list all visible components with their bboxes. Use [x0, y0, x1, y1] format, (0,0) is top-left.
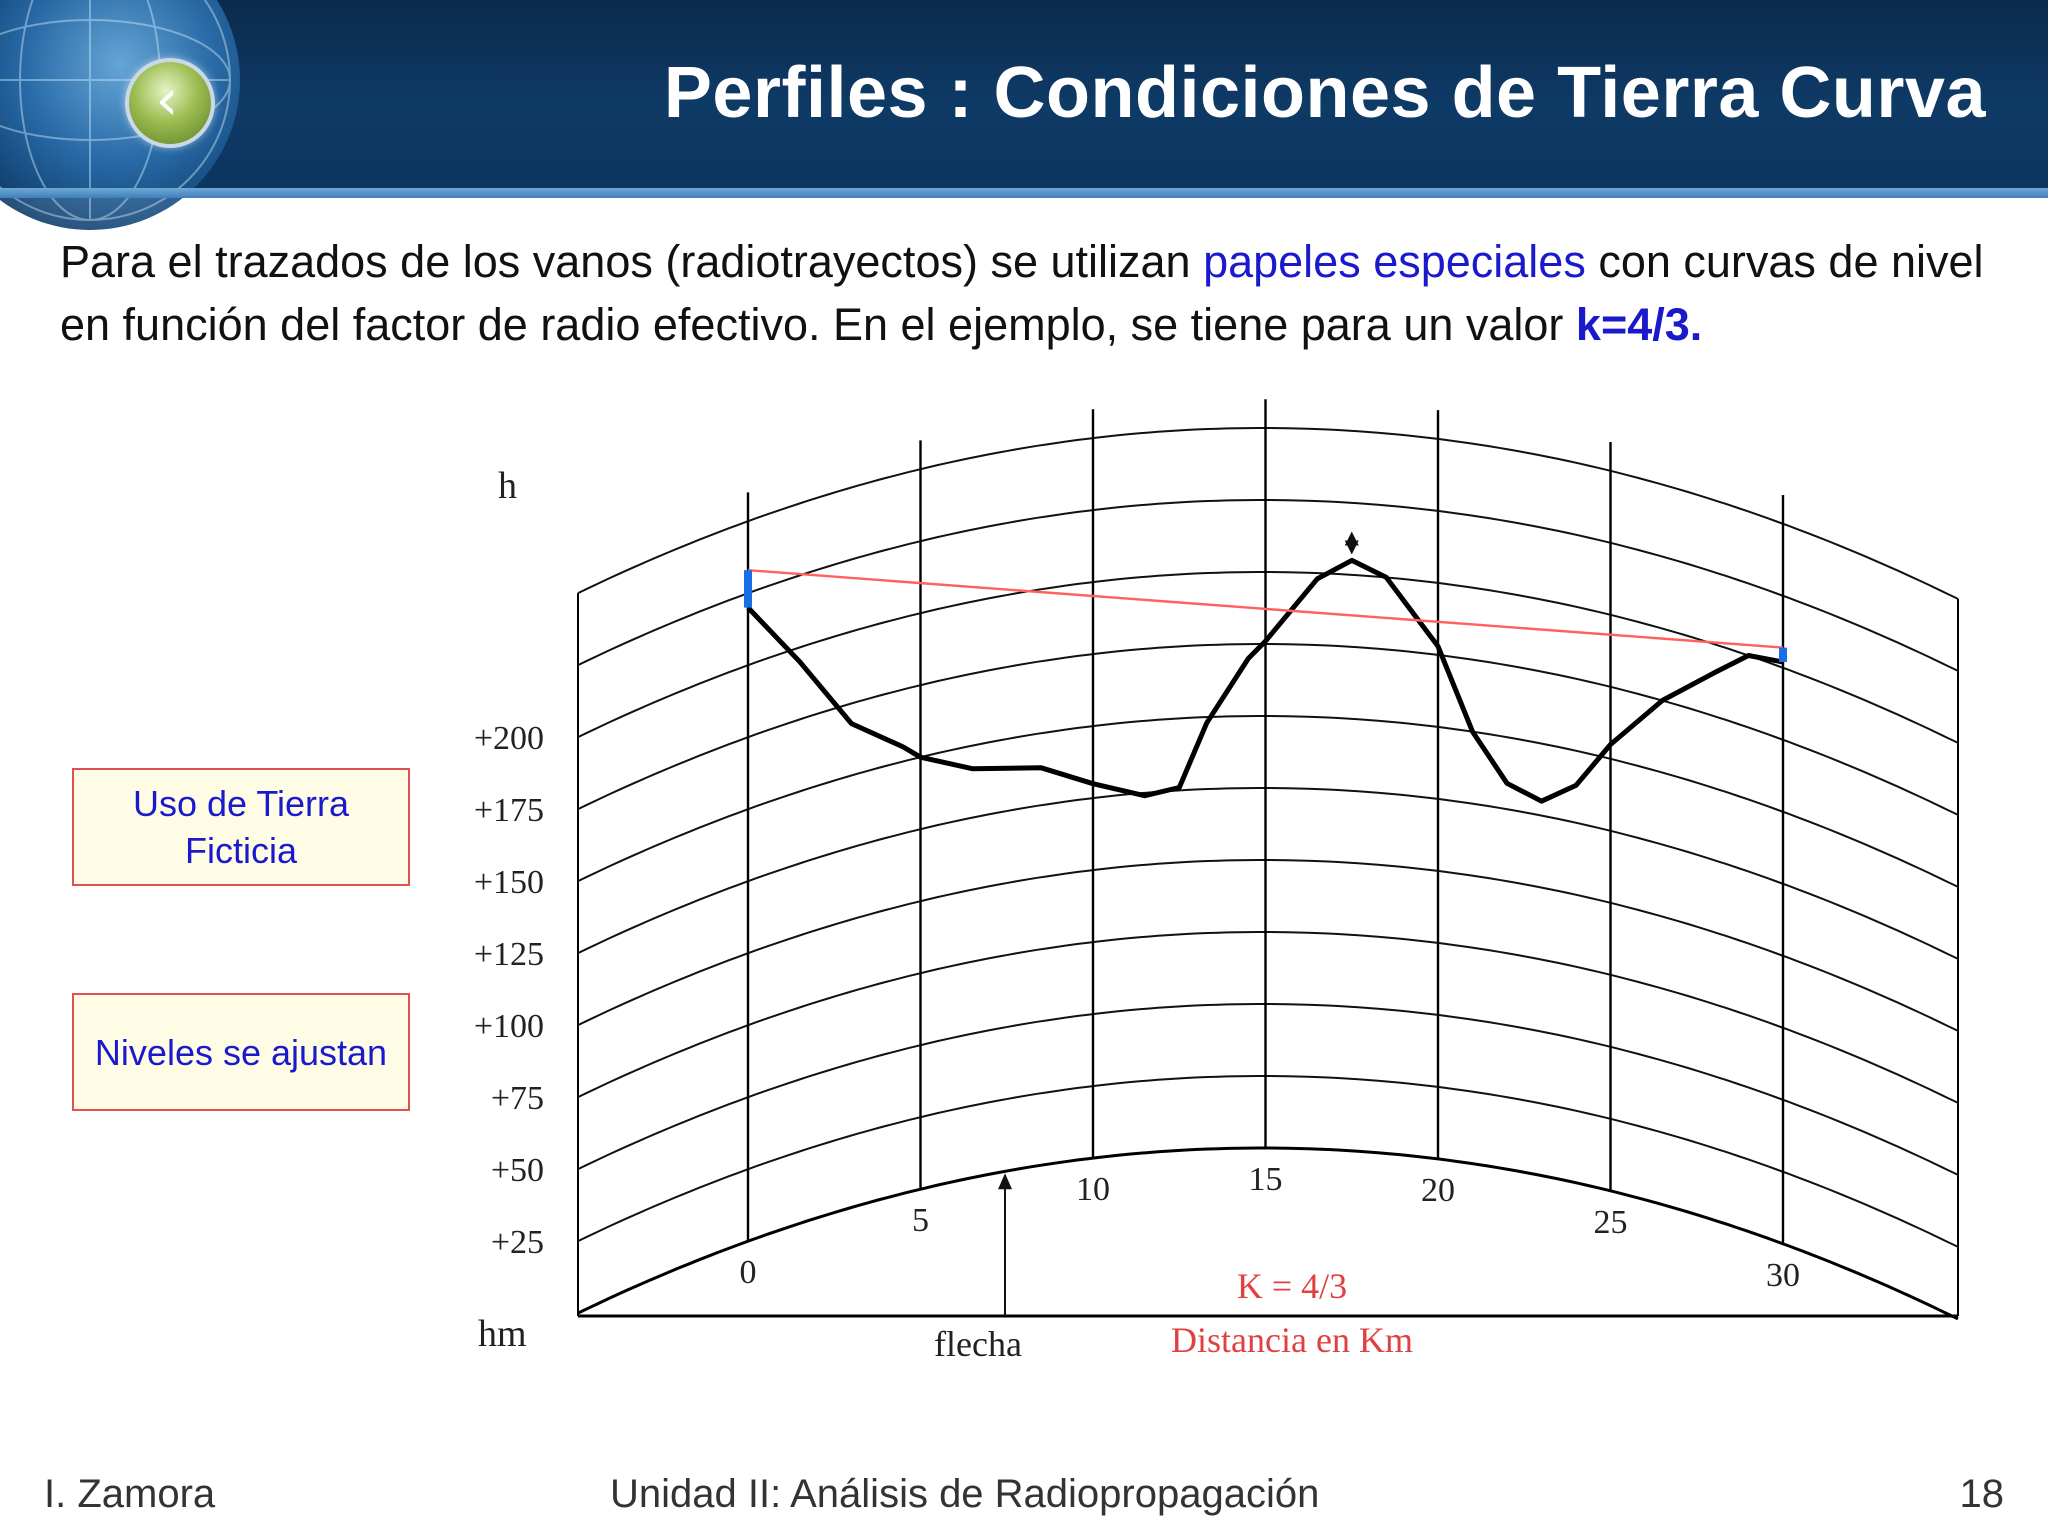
note-text: Niveles se ajustan [94, 1031, 388, 1073]
level-curve [577, 427, 1959, 600]
x-tick-label: 30 [1766, 1257, 1800, 1294]
level-curve [577, 787, 1959, 960]
flecha-label: flecha [934, 1324, 1022, 1364]
slide-title: Perfiles : Condiciones de Tierra Curva [663, 53, 1986, 133]
y-axis-label: h [498, 465, 517, 507]
level-curve [577, 571, 1959, 744]
x-tick-label: 15 [1249, 1161, 1283, 1198]
footer-course: Unidad II: Análisis de Radiopropagación [610, 1472, 1320, 1516]
y-tick-label: +175 [474, 792, 544, 829]
page-number: 18 [1959, 1472, 2005, 1516]
x-tick-label: 5 [912, 1202, 929, 1239]
x-tick-label: 10 [1076, 1171, 1110, 1208]
intro-k-value: k=4/3. [1575, 299, 1703, 350]
level-curve [577, 859, 1959, 1032]
x-tick-label: 25 [1594, 1204, 1628, 1241]
level-curve [577, 931, 1959, 1104]
intro-text-1: Para el trazados de los vanos (radiotray… [60, 236, 1204, 287]
x-tick-label: 0 [740, 1254, 757, 1291]
note-text: Uso de Tierra Ficticia [132, 783, 350, 871]
intro-paragraph: Para el trazados de los vanos (radiotray… [60, 230, 2000, 356]
intro-text-2: con curvas de nivel en función del facto… [60, 236, 1984, 350]
y-tick-label: +75 [491, 1080, 544, 1117]
y-tick-label: +200 [474, 720, 544, 757]
x-axis-label: Distancia en Km [1171, 1320, 1413, 1360]
note-tierra-ficticia: Uso de Tierra Ficticia [72, 768, 410, 886]
slide-header: ‹ Perfiles : Condiciones de Tierra Curva [0, 0, 2048, 230]
y-tick-label: +25 [491, 1224, 544, 1261]
y-tick-label: +100 [474, 1008, 544, 1045]
chevron-left-icon: ‹ [155, 68, 179, 133]
level-curve [577, 643, 1959, 816]
y-tick-label: +125 [474, 936, 544, 973]
x-tick-label: 20 [1421, 1172, 1455, 1209]
k-annotation: K = 4/3 [1237, 1266, 1347, 1306]
level-curve [577, 715, 1959, 888]
intro-highlight: papeles especiales [1203, 236, 1586, 287]
line-of-sight [747, 568, 1784, 649]
back-button[interactable]: ‹ [125, 58, 215, 148]
baseline-label: hm [478, 1313, 527, 1355]
note-niveles: Niveles se ajustan [72, 993, 410, 1111]
clearance-arrow-down [1344, 540, 1359, 555]
level-curve [577, 1003, 1959, 1176]
footer-author: I. Zamora [44, 1472, 216, 1516]
level-curve [577, 1146, 1959, 1321]
header-divider [0, 188, 2048, 198]
flecha-arrow-head [998, 1173, 1012, 1190]
level-curve [577, 1075, 1959, 1248]
y-tick-label: +50 [491, 1152, 544, 1189]
y-tick-label: +150 [474, 864, 544, 901]
level-curve [577, 499, 1959, 672]
